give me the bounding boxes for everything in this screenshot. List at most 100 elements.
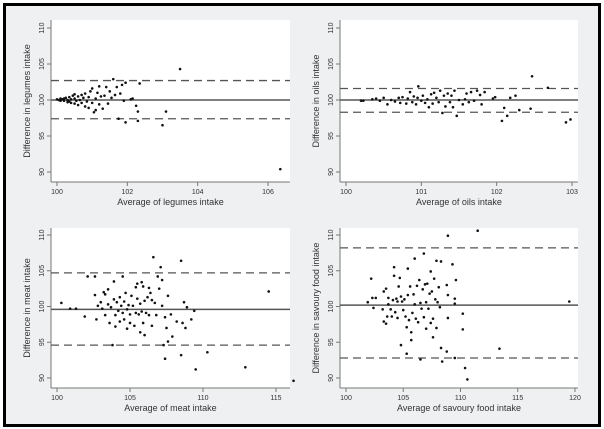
data-point [404, 102, 408, 105]
data-point [147, 286, 151, 290]
data-point [76, 103, 80, 107]
data-point [475, 89, 479, 92]
data-point [124, 121, 127, 124]
data-point [69, 101, 73, 105]
data-point [366, 300, 370, 304]
x-axis-title: Average of savoury food intake [397, 403, 521, 413]
y-tick-label: 100 [328, 94, 335, 106]
data-point [445, 283, 449, 287]
data-point [120, 83, 124, 87]
plot-area [340, 228, 578, 388]
data-point [417, 278, 421, 282]
data-point [371, 97, 374, 101]
data-point [94, 108, 97, 112]
data-point [64, 96, 68, 100]
data-point [430, 290, 434, 293]
data-point [96, 91, 99, 95]
data-point [96, 304, 100, 308]
data-point [121, 311, 124, 315]
data-point [128, 321, 132, 325]
data-point [476, 229, 479, 233]
data-point [399, 343, 403, 347]
data-point [417, 85, 420, 88]
data-point [121, 275, 124, 278]
data-point [408, 285, 412, 288]
data-point [444, 105, 447, 108]
y-tick-label: 110 [39, 229, 46, 240]
data-point [106, 102, 110, 105]
data-point [429, 270, 433, 273]
data-point [178, 67, 182, 71]
data-point [136, 282, 139, 285]
data-point [409, 338, 413, 342]
data-point [106, 288, 110, 291]
data-point [93, 275, 97, 278]
data-point [73, 102, 76, 105]
data-point [134, 311, 138, 315]
x-tick-label: 103 [566, 189, 578, 196]
data-point [185, 305, 189, 309]
data-point [415, 284, 419, 288]
data-point [472, 99, 476, 103]
data-point [181, 321, 184, 325]
data-point [95, 318, 98, 321]
data-point [461, 328, 465, 331]
data-point [405, 325, 408, 329]
data-point [406, 97, 410, 100]
data-point [401, 95, 404, 99]
data-point [406, 293, 410, 297]
data-point [407, 318, 411, 322]
data-point [389, 308, 392, 311]
data-point [292, 379, 295, 383]
data-point [73, 97, 76, 100]
data-point [80, 93, 83, 97]
data-point [453, 356, 457, 360]
data-point [422, 315, 426, 319]
data-point [461, 103, 465, 106]
data-point [119, 304, 123, 308]
data-point [421, 94, 425, 97]
y-tick-label: 100 [39, 301, 46, 313]
x-axis-title: Average of meat intake [124, 403, 216, 413]
data-point [398, 276, 402, 280]
data-point [100, 307, 104, 310]
data-point [150, 324, 154, 328]
data-point [369, 277, 373, 280]
data-point [133, 324, 136, 328]
data-point [387, 303, 390, 306]
data-point [82, 96, 85, 100]
data-point [267, 290, 271, 293]
data-point [171, 335, 174, 338]
data-point [384, 322, 388, 325]
data-point [159, 265, 162, 269]
data-point [427, 307, 430, 310]
plot-area [51, 20, 290, 182]
data-point [99, 95, 103, 98]
x-tick-label: 115 [270, 395, 281, 402]
data-point [432, 277, 436, 280]
data-point [453, 297, 457, 300]
data-point [416, 320, 420, 324]
data-point [124, 291, 127, 295]
data-point [382, 290, 386, 293]
data-point [125, 327, 129, 330]
data-point [401, 308, 405, 312]
data-point [136, 119, 140, 123]
data-point [392, 274, 396, 278]
data-point [385, 315, 389, 318]
y-tick-label: 110 [328, 22, 335, 33]
plot-area [51, 228, 290, 388]
data-point [381, 308, 384, 311]
data-point [397, 285, 400, 288]
data-point [442, 94, 446, 97]
data-point [182, 300, 186, 304]
data-point [80, 101, 83, 105]
data-point [382, 96, 385, 100]
data-point [138, 330, 142, 334]
data-point [179, 259, 183, 263]
data-point [71, 94, 75, 97]
data-point [422, 252, 426, 255]
data-point [118, 320, 122, 323]
x-tick-label: 102 [121, 189, 133, 196]
data-point [83, 92, 87, 95]
